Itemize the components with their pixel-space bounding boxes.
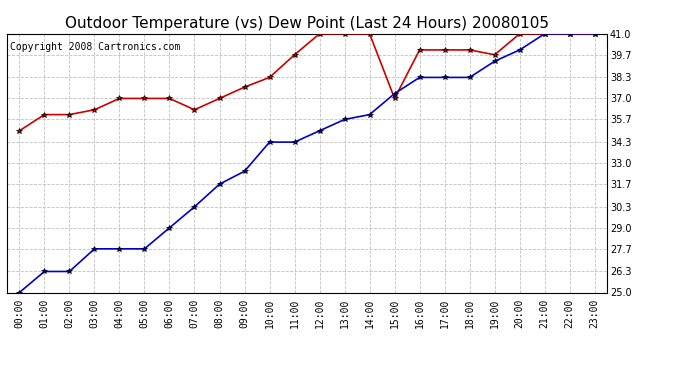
Text: Copyright 2008 Cartronics.com: Copyright 2008 Cartronics.com xyxy=(10,42,180,51)
Title: Outdoor Temperature (vs) Dew Point (Last 24 Hours) 20080105: Outdoor Temperature (vs) Dew Point (Last… xyxy=(65,16,549,31)
